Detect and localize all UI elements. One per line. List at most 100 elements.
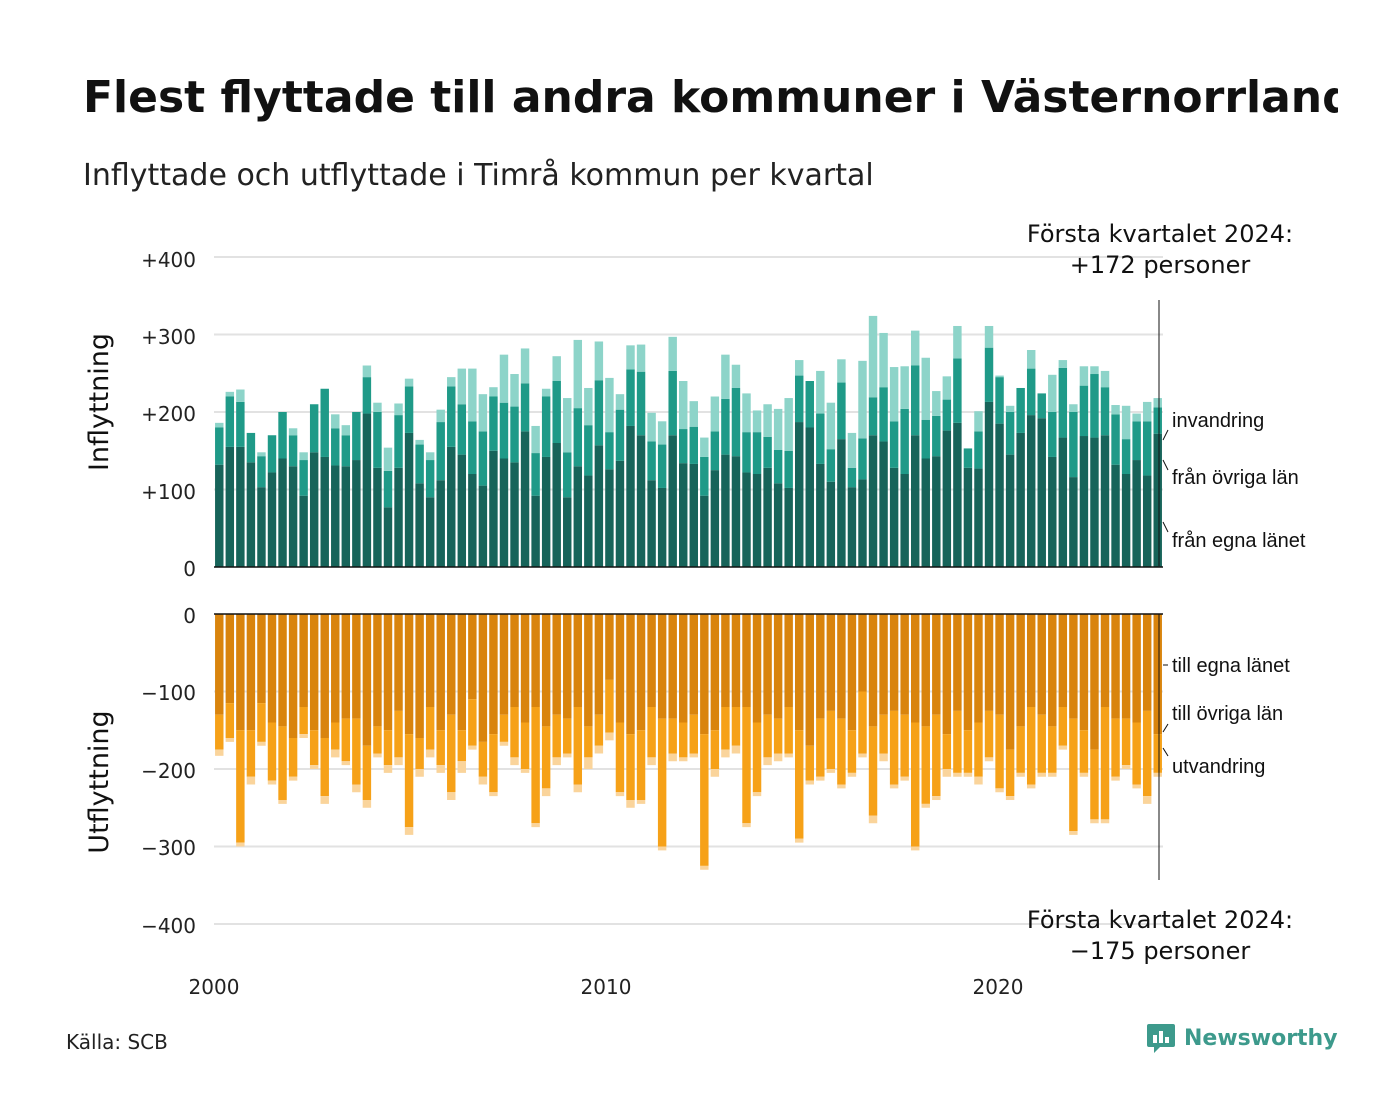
bar-outflow-s0-q31	[541, 614, 551, 727]
legend-utvandring: utvandring	[1172, 756, 1265, 778]
bar-outflow-s2-q38	[615, 792, 625, 797]
bar-inflow-s1-q1	[225, 396, 235, 447]
bar-outflow-s2-q9	[309, 765, 319, 770]
bar-outflow-s1-q65	[900, 714, 909, 777]
bar-inflow-s1-q56	[805, 381, 814, 428]
bar-outflow-s0-q62	[868, 614, 878, 727]
bar-outflow-s0-q48	[721, 614, 730, 707]
bar-inflow-s0-q39	[626, 425, 635, 567]
bar-inflow-s2-q15	[373, 402, 382, 412]
bar-outflow-s1-q38	[615, 722, 625, 793]
bar-outflow-s2-q24	[468, 745, 477, 750]
bar-inflow-s2-q34	[573, 339, 583, 409]
bar-outflow-s0-q73	[984, 614, 994, 711]
bar-inflow-s2-q19	[415, 439, 424, 445]
bar-outflow-s0-q32	[552, 614, 561, 715]
bar-outflow-s1-q43	[668, 718, 677, 754]
bar-inflow-s2-q30	[531, 425, 540, 454]
bar-inflow-s2-q61	[858, 360, 867, 439]
bar-inflow-s1-q0	[215, 427, 224, 465]
bar-inflow-s1-q24	[468, 421, 477, 474]
bar-inflow-s0-q82	[1079, 436, 1089, 567]
bar-inflow-s2-q64	[889, 367, 899, 422]
bar-inflow-s0-q51	[752, 474, 762, 567]
bar-inflow-s1-q87	[1132, 421, 1141, 461]
legend-invandring-leader	[1162, 429, 1169, 441]
bar-inflow-s0-q29	[520, 431, 530, 568]
bar-outflow-s2-q45	[689, 753, 698, 758]
bar-outflow-s2-q34	[573, 784, 583, 793]
bar-inflow-s1-q9	[309, 404, 319, 453]
bar-inflow-s1-q12	[341, 435, 351, 467]
bar-outflow-s1-q2	[236, 730, 245, 843]
bar-outflow-s0-q79	[1048, 614, 1057, 727]
bar-outflow-s1-q12	[341, 718, 351, 762]
bar-inflow-s0-q88	[1142, 475, 1152, 567]
bar-inflow-s1-q38	[615, 409, 625, 461]
bar-outflow-s0-q28	[510, 614, 519, 707]
bar-outflow-s1-q53	[773, 718, 783, 754]
bar-outflow-s2-q51	[752, 792, 762, 797]
bar-outflow-s2-q36	[594, 745, 604, 754]
bar-inflow-s1-q6	[278, 412, 287, 459]
y-tick-in-200: +200	[141, 402, 196, 426]
bar-outflow-s2-q82	[1079, 772, 1089, 777]
bar-outflow-s0-q3	[246, 614, 256, 731]
bar-outflow-s0-q45	[689, 614, 698, 715]
bar-inflow-s0-q2	[236, 446, 245, 568]
bar-outflow-s0-q29	[520, 614, 530, 723]
bar-inflow-s0-q53	[773, 483, 783, 567]
legend-fran-ovriga-lan-leader	[1162, 459, 1169, 471]
bar-outflow-s0-q77	[1026, 614, 1036, 707]
bar-outflow-s2-q30	[531, 823, 540, 828]
bar-outflow-s1-q73	[984, 710, 994, 758]
bar-inflow-s0-q67	[921, 458, 930, 567]
bar-outflow-s2-q71	[963, 772, 973, 777]
bar-inflow-s2-q47	[710, 396, 720, 432]
bar-inflow-s1-q65	[900, 408, 909, 474]
bar-outflow-s2-q58	[826, 769, 836, 773]
bar-inflow-s2-q16	[383, 447, 393, 471]
bar-outflow-s2-q54	[784, 753, 793, 758]
bar-inflow-s0-q56	[805, 427, 814, 567]
bar-inflow-s0-q32	[552, 443, 561, 567]
bar-inflow-s2-q43	[668, 336, 677, 371]
bar-outflow-s1-q8	[299, 707, 308, 735]
bar-inflow-s2-q39	[626, 345, 635, 370]
bar-inflow-s2-q48	[721, 354, 730, 399]
bar-inflow-s0-q26	[489, 450, 498, 567]
bar-inflow-s2-q7	[288, 428, 298, 436]
bar-inflow-s2-q77	[1026, 350, 1036, 369]
bar-outflow-s0-q85	[1111, 614, 1120, 719]
bar-outflow-s2-q47	[710, 769, 720, 777]
y-tick-out-200: −200	[141, 759, 196, 783]
bar-outflow-s0-q81	[1069, 614, 1078, 719]
bar-inflow-s1-q2	[236, 401, 245, 447]
bar-outflow-s0-q34	[573, 614, 583, 707]
bar-outflow-s1-q6	[278, 726, 287, 801]
bar-outflow-s2-q26	[489, 792, 498, 797]
bar-outflow-s2-q11	[331, 749, 340, 758]
bar-outflow-s1-q48	[721, 707, 730, 750]
bar-outflow-s0-q55	[795, 614, 804, 731]
bar-inflow-s1-q14	[362, 377, 372, 414]
bar-inflow-s2-q46	[700, 437, 709, 457]
bar-outflow-s2-q84	[1100, 819, 1110, 824]
bar-inflow-s0-q76	[1016, 432, 1025, 567]
bar-inflow-s1-q5	[267, 435, 277, 473]
bar-outflow-s2-q85	[1111, 776, 1120, 781]
bar-outflow-s2-q74	[995, 788, 1004, 793]
bar-inflow-s0-q28	[510, 462, 519, 568]
bar-inflow-s1-q16	[383, 470, 393, 508]
legend-utvandring-leader	[1162, 747, 1169, 757]
bar-inflow-s2-q58	[826, 402, 836, 450]
bar-inflow-s0-q65	[900, 474, 909, 567]
bar-outflow-s1-q36	[594, 714, 604, 746]
bar-inflow-s2-q29	[520, 348, 530, 384]
bar-outflow-s2-q17	[394, 757, 403, 766]
bar-outflow-s2-q64	[889, 784, 899, 789]
bar-outflow-s2-q83	[1090, 819, 1099, 824]
bar-outflow-s1-q80	[1058, 707, 1068, 746]
bar-inflow-s1-q69	[942, 399, 952, 431]
bar-inflow-s0-q74	[995, 423, 1004, 568]
